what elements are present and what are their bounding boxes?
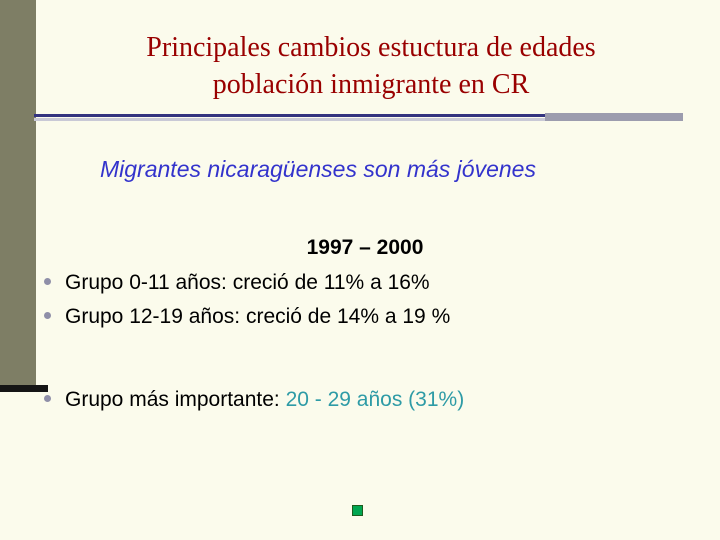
title-underline-light [34, 118, 683, 121]
slide-title-line-2: población inmigrante en CR [212, 68, 530, 100]
bullet-icon [44, 312, 51, 319]
bullet-3-highlight: 20 - 29 años (31%) [285, 388, 465, 411]
green-square-marker-icon [352, 505, 363, 516]
title-underline-right-accent [545, 113, 683, 121]
period-heading: 1997 – 2000 [306, 236, 424, 259]
bullet-3-lead: Grupo más importante: [65, 388, 286, 411]
left-template-bar [0, 0, 36, 391]
bullet-item-2: Grupo 12-19 años: creció de 14% a 19 % [44, 305, 450, 329]
slide-title: Principales cambios estuctura de edades … [60, 30, 682, 104]
bullet-item-1: Grupo 0-11 años: creció de 11% a 16% [44, 271, 430, 295]
bullet-icon [44, 278, 51, 285]
bullet-text-1: Grupo 0-11 años: creció de 11% a 16% [65, 271, 430, 294]
bullet-icon [44, 395, 51, 402]
bullet-text-3: Grupo más importante: 20 - 29 años (31%) [65, 388, 464, 412]
left-accent-line [0, 385, 48, 392]
slide-title-line-1: Principales cambios estuctura de edades [146, 32, 596, 63]
slide-subtitle: Migrantes nicaragüenses son más jóvenes [100, 156, 536, 182]
bullet-text-2: Grupo 12-19 años: creció de 14% a 19 % [65, 305, 451, 328]
title-underline-dark [34, 114, 683, 117]
bullet-item-3: Grupo más importante: 20 - 29 años (31%) [44, 388, 464, 412]
